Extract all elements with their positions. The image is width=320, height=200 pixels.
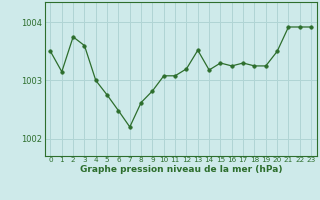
X-axis label: Graphe pression niveau de la mer (hPa): Graphe pression niveau de la mer (hPa) <box>80 165 282 174</box>
